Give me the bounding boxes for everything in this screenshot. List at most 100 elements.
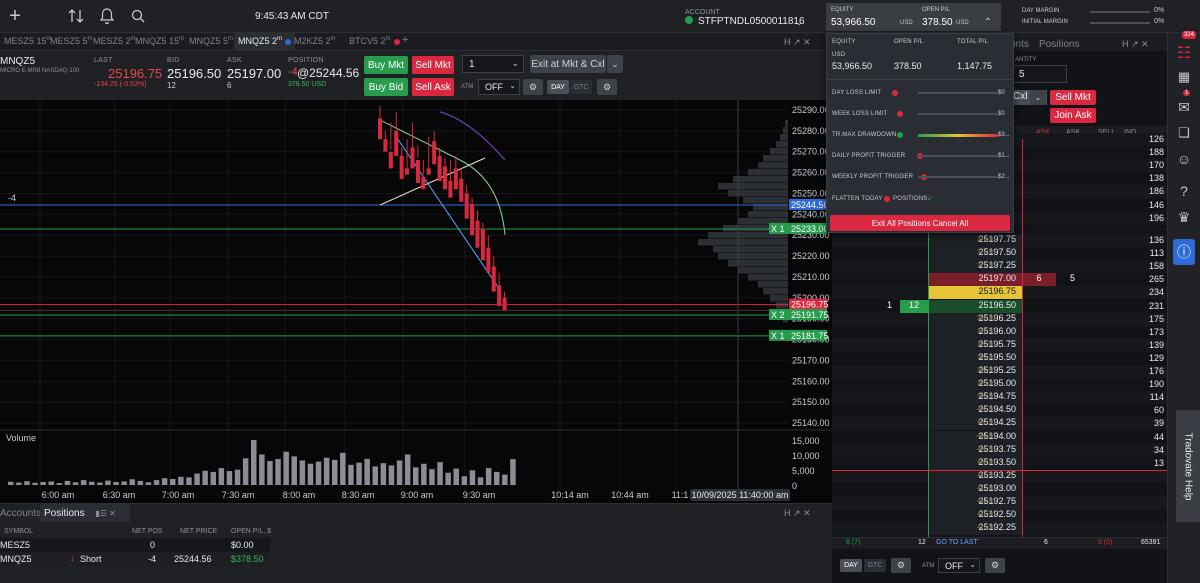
help-circle-icon[interactable]: ?	[1180, 183, 1188, 199]
add-tab-button[interactable]: +	[402, 34, 409, 46]
tab-chart[interactable]: MESZ5 5m	[50, 36, 93, 46]
exit-all-positions-button[interactable]: Exit All Positions Cancel All	[830, 215, 1010, 231]
tab-options-icon[interactable]: ▮☰ ✕	[95, 509, 116, 518]
dom-best-ask[interactable]: 25197.00	[928, 273, 1022, 287]
col-symbol[interactable]: SYMBOL	[4, 528, 34, 535]
dom-row[interactable]: 25196.00 388.50 173	[832, 325, 1167, 339]
sell-ask-button[interactable]: Sell Ask	[412, 78, 454, 96]
dom-row[interactable]: 25193.50 408.50 13	[832, 456, 1167, 470]
dom-row[interactable]: 25193.25 410.50	[832, 469, 1167, 483]
sort-arrows-icon[interactable]	[67, 7, 85, 25]
dom-price[interactable]: 25197.50	[928, 247, 1022, 261]
atm-settings-icon[interactable]: ⚙	[985, 558, 1005, 573]
dom-price[interactable]: 25196.00	[928, 325, 1022, 339]
quantity-input[interactable]: 1 ⌄	[462, 55, 524, 73]
dom-row[interactable]: 25192.25 418.50	[832, 522, 1167, 536]
dom-row[interactable]: 25195.00 396.50 190	[832, 378, 1167, 392]
dom-ladder[interactable]: unts Positions H ↗ ✕ ANTITY 5 Cxl ⌄ Sell…	[832, 39, 1167, 583]
atm-select[interactable]: OFF ⌄	[938, 558, 980, 573]
dom-price[interactable]: 25194.50	[928, 404, 1022, 418]
chart-icon[interactable]: ▦	[1177, 69, 1191, 84]
tif-gtc-button[interactable]: GTC	[864, 559, 886, 572]
panel-controls[interactable]: H ↗ ✕	[784, 508, 811, 518]
news-icon[interactable]: ☷	[1176, 45, 1192, 62]
panel-controls[interactable]: H ↗ ✕	[784, 37, 811, 47]
dom-price[interactable]: 25193.50	[928, 456, 1022, 470]
dom-price[interactable]: 25192.75	[928, 496, 1022, 509]
dom-price[interactable]: 25195.25	[928, 365, 1022, 378]
dom-price[interactable]: 25197.75	[928, 234, 1022, 247]
dom-row[interactable]: 25197.25 378.50 158	[832, 260, 1167, 274]
dom-row[interactable]: 25193.00 412.50	[832, 482, 1167, 496]
dom-row[interactable]: 25194.75 398.50 114	[832, 391, 1167, 405]
buy-market-button[interactable]: Buy Mkt	[364, 56, 408, 74]
tab-positions[interactable]: Positions ▮☰ ✕	[40, 504, 130, 522]
tif-settings-icon[interactable]: ⚙	[891, 558, 911, 573]
tab-chart[interactable]: MESZ5 15m	[4, 36, 52, 46]
tab-positions[interactable]: Positions	[1039, 39, 1080, 50]
go-to-last-button[interactable]: GO TO LAST	[936, 539, 978, 546]
dom-last-price[interactable]: 25196.75	[928, 286, 1022, 300]
risk-popup[interactable]: EQUITY OPEN P/L TOTAL P/L USD 53,966.50 …	[826, 33, 1014, 233]
bell-icon[interactable]	[98, 7, 116, 25]
dom-price[interactable]: 25194.75	[928, 391, 1022, 405]
users-icon[interactable]: ☺	[1176, 151, 1192, 167]
dom-row[interactable]: 25192.75 414.50	[832, 496, 1167, 509]
dom-price[interactable]: 25193.75	[928, 443, 1022, 457]
buy-bid-button[interactable]: Buy Bid	[364, 78, 408, 96]
tif-day-button[interactable]: DAY	[840, 559, 862, 572]
tab-chart[interactable]: MNQZ5 2m	[234, 33, 296, 51]
dom-row[interactable]: 25197.75 374.50 136	[832, 234, 1167, 247]
dom-row[interactable]: 25192.50 416.50	[832, 509, 1167, 523]
tif-settings-icon[interactable]: ⚙	[597, 79, 617, 95]
dom-row[interactable]: 25195.50 392.50 129	[832, 351, 1167, 365]
tif-day-button[interactable]: DAY	[547, 80, 569, 94]
tab-accounts[interactable]: Accounts	[0, 508, 42, 519]
dom-price[interactable]: 25192.25	[928, 522, 1022, 536]
col-open-pl[interactable]: OPEN P/L, $	[231, 528, 272, 535]
tab-chart[interactable]: MNQZ5 5m	[189, 36, 234, 46]
bookmark-icon[interactable]: ❏	[1178, 125, 1190, 140]
shield-icon[interactable]: ⓘ	[1173, 239, 1195, 265]
dom-row[interactable]: 25195.75 390.50 139	[832, 338, 1167, 352]
symbol-label[interactable]: MNQZ5	[0, 56, 35, 67]
price-chart[interactable]: -4 25290.00 25280.00 25270.00 25260.00 25250.…	[0, 100, 832, 503]
join-ask-button[interactable]: Join Ask	[1050, 108, 1096, 123]
tab-chart[interactable]: BTCV5 2m	[345, 33, 404, 51]
dom-price[interactable]: 25194.25	[928, 417, 1022, 431]
dom-price[interactable]: 25196.25	[928, 312, 1022, 326]
chevron-up-icon[interactable]: ⌃	[983, 16, 993, 28]
quantity-input[interactable]: 5	[1012, 65, 1067, 83]
chevron-down-icon[interactable]: ⌄	[795, 16, 803, 27]
dom-row[interactable]: 25194.50 400.50 60	[832, 404, 1167, 418]
dom-price[interactable]: 25195.00	[928, 378, 1022, 392]
tab-chart[interactable]: M2KZ5 2m	[294, 36, 336, 46]
chart-canvas[interactable]: -4 25290.00 25280.00 25270.00 25260.00 25250.…	[0, 100, 832, 503]
tab-chart[interactable]: MNQZ5 15m	[135, 36, 185, 46]
table-row[interactable]: MNQZ5 ↓ Short -4 25244.56 $378.50	[0, 552, 270, 566]
col-net-pos[interactable]: NET POS	[132, 528, 163, 535]
sell-market-button[interactable]: Sell Mkt	[412, 56, 454, 74]
tab-chart[interactable]: MESZ5 2m	[93, 36, 136, 46]
dom-row[interactable]: 25196.25 386.50 175	[832, 312, 1167, 326]
dom-row[interactable]: 25197.50 376.50 113	[832, 247, 1167, 261]
dom-row[interactable]: 25195.25 394.50 176	[832, 365, 1167, 378]
chevron-down-icon[interactable]: ⌄	[1030, 90, 1046, 105]
dom-price[interactable]: 25194.00	[928, 430, 1022, 444]
dom-best-bid[interactable]: 25196.50	[928, 299, 1022, 313]
table-row[interactable]: MESZ5 0 $0.00	[0, 538, 270, 552]
atm-select[interactable]: OFF ⌄	[478, 79, 520, 95]
dom-sell-market-button[interactable]: Sell Mkt	[1050, 90, 1096, 105]
exit-dropdown-icon[interactable]: ⌄	[607, 55, 623, 73]
dom-price[interactable]: 25193.25	[928, 469, 1022, 483]
dom-price[interactable]: 25197.25	[928, 260, 1022, 274]
account-id[interactable]: STFPTNDL0500011816	[698, 16, 805, 27]
dom-price[interactable]: 25193.00	[928, 482, 1022, 496]
dom-price[interactable]: 25192.50	[928, 509, 1022, 523]
add-icon[interactable]: +	[9, 4, 21, 27]
tab-accounts[interactable]: unts	[1010, 39, 1029, 50]
atm-settings-icon[interactable]: ⚙	[523, 79, 543, 95]
search-icon[interactable]	[129, 7, 147, 25]
dom-row[interactable]: 25193.75 406.50 34	[832, 443, 1167, 457]
dom-price[interactable]: 25195.50	[928, 351, 1022, 365]
